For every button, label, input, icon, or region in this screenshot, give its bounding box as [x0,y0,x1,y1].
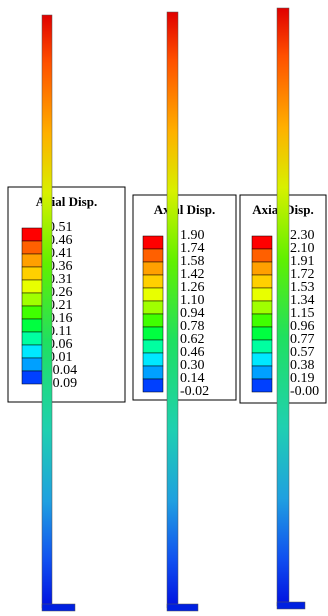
rod [167,12,178,608]
rod-foot [42,604,75,611]
legend-swatch [143,366,163,379]
legend-swatch [143,353,163,366]
legend-label: -0.02 [180,384,209,399]
legend-swatch [143,288,163,301]
legend-swatch [252,353,272,366]
legend-swatch [22,371,42,384]
legend-swatch [252,366,272,379]
rod [42,15,52,608]
rod-foot [277,602,305,609]
rod-foot [167,604,198,611]
legend-swatch [143,327,163,340]
legend-swatch [22,254,42,267]
legend-swatch [22,293,42,306]
legend-swatch [143,379,163,392]
legend-swatch [22,280,42,293]
legend-swatch [252,340,272,353]
legend-swatch [22,306,42,319]
legend-swatch [143,236,163,249]
legend-label: -0.00 [290,384,319,399]
legend-label: -0.09 [48,376,77,391]
legend-swatch [143,340,163,353]
legend-swatch [252,314,272,327]
legend-title: Axial Disp. [154,202,215,217]
legend-swatch [252,288,272,301]
legend-swatch [252,379,272,392]
legend-swatch [143,249,163,262]
figure: Axial Disp.0.510.460.410.360.310.260.210… [0,0,328,616]
legend-swatch [252,262,272,275]
legend-swatch [143,314,163,327]
legend-swatch [252,249,272,262]
legend-swatch [22,358,42,371]
legend-swatch [22,319,42,332]
legend-swatch [22,241,42,254]
legend-swatch [252,275,272,288]
legend-swatch [252,327,272,340]
legend-swatch [22,267,42,280]
legend-swatch [252,236,272,249]
rod [277,8,289,606]
legend-swatch [22,345,42,358]
legend-swatch [22,228,42,241]
legend-swatch [22,332,42,345]
legend-swatch [143,301,163,314]
legend-swatch [143,262,163,275]
legend-swatch [143,275,163,288]
legend-swatch [252,301,272,314]
